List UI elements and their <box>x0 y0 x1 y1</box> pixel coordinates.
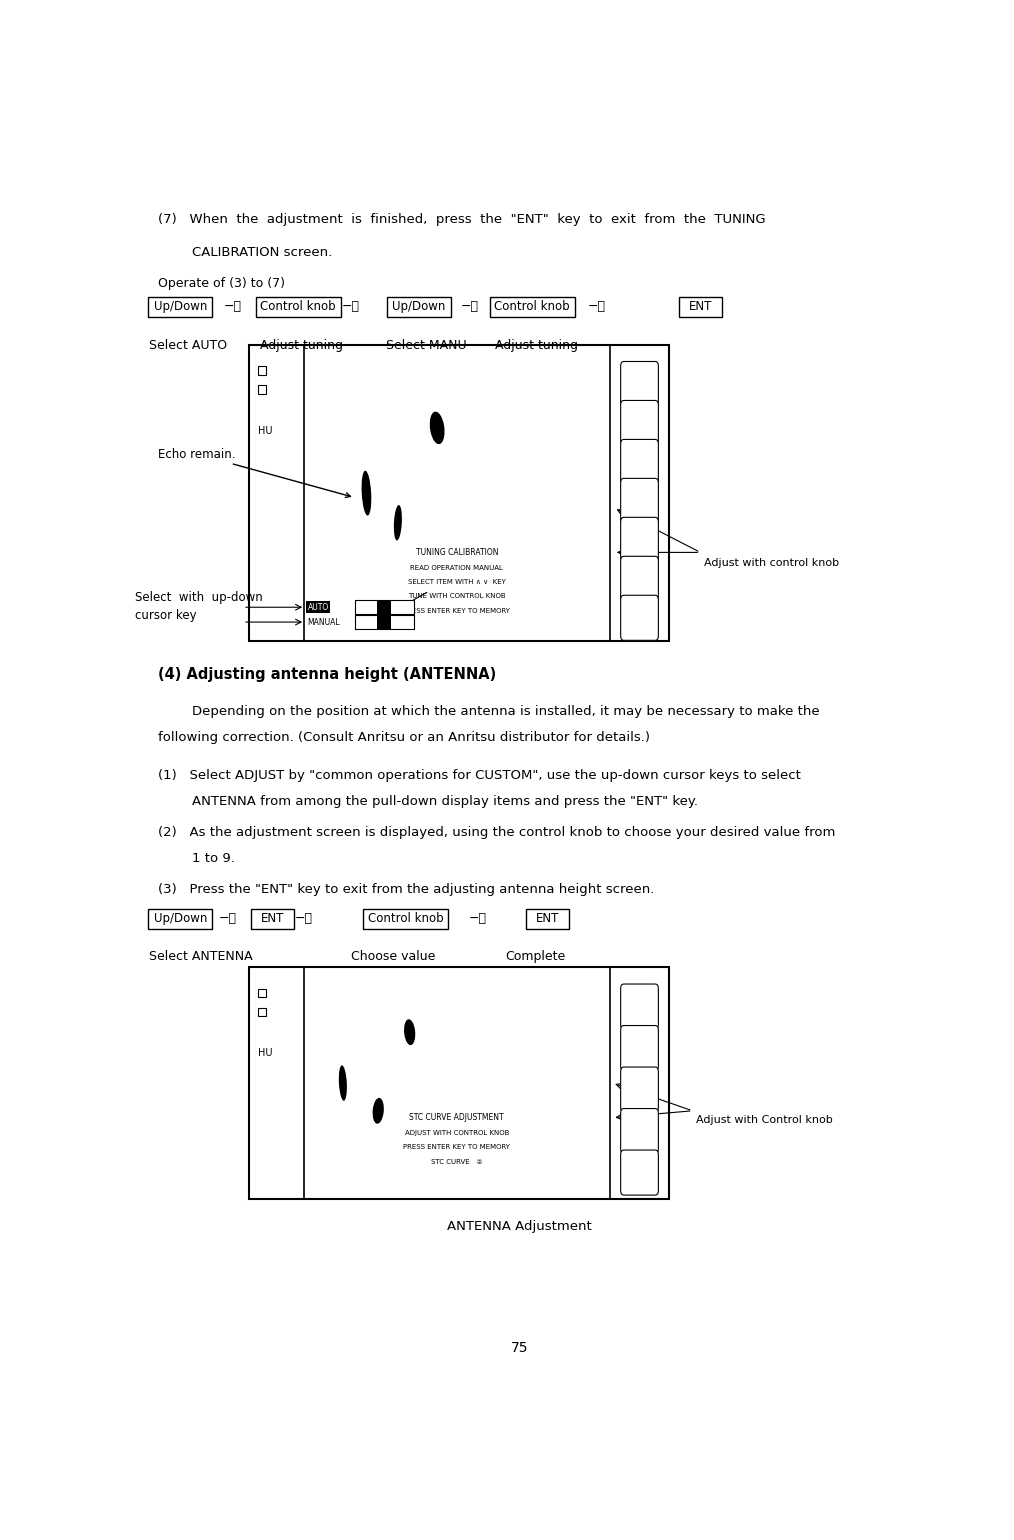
Bar <box>258 385 266 394</box>
FancyBboxPatch shape <box>621 1109 658 1153</box>
Text: Control knob: Control knob <box>261 300 336 314</box>
Text: Depending on the position at which the antenna is installed, it may be necessary: Depending on the position at which the a… <box>158 705 819 718</box>
Text: TUNE WITH CONTROL KNOB: TUNE WITH CONTROL KNOB <box>408 593 506 599</box>
Text: ENT: ENT <box>535 912 559 926</box>
Text: Select  with  up-down
cursor key: Select with up-down cursor key <box>135 591 263 622</box>
Bar <box>248 345 669 641</box>
Text: −＞: −＞ <box>218 912 236 926</box>
Bar <box>258 989 266 996</box>
Text: −＞: −＞ <box>224 300 242 314</box>
Text: READ OPERATION MANUAL: READ OPERATION MANUAL <box>411 565 503 571</box>
Bar <box>490 297 575 317</box>
Ellipse shape <box>393 505 402 541</box>
Text: Select AUTO: Select AUTO <box>149 339 227 353</box>
Bar <box>377 601 391 614</box>
FancyBboxPatch shape <box>621 1067 658 1112</box>
Text: Adjust tuning: Adjust tuning <box>495 339 578 353</box>
FancyBboxPatch shape <box>621 400 658 445</box>
Text: ANTENNA Adjustment: ANTENNA Adjustment <box>447 1220 592 1234</box>
Text: TUNING CALIBRATION: TUNING CALIBRATION <box>416 548 498 557</box>
Ellipse shape <box>430 411 444 444</box>
FancyBboxPatch shape <box>621 984 658 1029</box>
Text: Up/Down: Up/Down <box>153 300 207 314</box>
Text: Choose value: Choose value <box>351 950 435 962</box>
Bar <box>363 909 448 929</box>
Bar <box>148 297 212 317</box>
Bar <box>377 614 391 630</box>
Text: Up/Down: Up/Down <box>153 912 207 926</box>
Text: PRESS ENTER KEY TO MEMORY: PRESS ENTER KEY TO MEMORY <box>404 1144 510 1150</box>
Text: ENT: ENT <box>689 300 712 314</box>
Ellipse shape <box>362 471 371 516</box>
Text: (1)   Select ADJUST by "common operations for CUSTOM", use the up-down cursor ke: (1) Select ADJUST by "common operations … <box>158 770 801 782</box>
Text: −＞: −＞ <box>294 912 312 926</box>
Text: −＞: −＞ <box>461 300 480 314</box>
Text: Select MANU: Select MANU <box>386 339 466 353</box>
FancyBboxPatch shape <box>621 1150 658 1195</box>
Text: (2)   As the adjustment screen is displayed, using the control knob to choose yo: (2) As the adjustment screen is displaye… <box>158 827 836 839</box>
FancyBboxPatch shape <box>621 596 658 641</box>
Text: (7)   When  the  adjustment  is  finished,  press  the  "ENT"  key  to  exit  fr: (7) When the adjustment is finished, pre… <box>158 213 766 226</box>
Text: CALIBRATION screen.: CALIBRATION screen. <box>158 246 333 259</box>
FancyBboxPatch shape <box>621 517 658 562</box>
Text: 1 to 9.: 1 to 9. <box>158 853 235 865</box>
Text: Complete: Complete <box>506 950 566 962</box>
Text: Operate of (3) to (7): Operate of (3) to (7) <box>158 277 285 291</box>
Text: SELECT ITEM WITH ∧ ∨  KEY: SELECT ITEM WITH ∧ ∨ KEY <box>408 579 506 585</box>
Text: AUTO: AUTO <box>307 602 329 611</box>
Ellipse shape <box>339 1066 347 1101</box>
Text: PRESS ENTER KEY TO MEMORY: PRESS ENTER KEY TO MEMORY <box>404 607 510 613</box>
Ellipse shape <box>372 1098 384 1124</box>
Text: ANTENNA from among the pull-down display items and press the "ENT" key.: ANTENNA from among the pull-down display… <box>158 796 699 809</box>
Text: Echo remain.: Echo remain. <box>158 448 351 497</box>
Text: ADJUST WITH CONTROL KNOB: ADJUST WITH CONTROL KNOB <box>405 1130 509 1137</box>
Text: MANUAL: MANUAL <box>307 618 340 627</box>
Ellipse shape <box>404 1019 416 1046</box>
Bar <box>387 297 451 317</box>
Text: ENT: ENT <box>261 912 284 926</box>
Bar <box>248 967 669 1198</box>
FancyBboxPatch shape <box>621 1026 658 1070</box>
FancyBboxPatch shape <box>621 479 658 524</box>
Bar <box>258 367 266 374</box>
Bar <box>355 614 414 630</box>
Text: −＞: −＞ <box>588 300 605 314</box>
Text: Adjust with Control knob: Adjust with Control knob <box>697 1115 834 1126</box>
FancyBboxPatch shape <box>621 556 658 601</box>
Text: Adjust with control knob: Adjust with control knob <box>705 559 840 568</box>
Text: HU: HU <box>258 1049 273 1058</box>
Bar <box>250 909 294 929</box>
FancyBboxPatch shape <box>621 362 658 407</box>
Text: STC CURVE   ②: STC CURVE ② <box>431 1158 483 1164</box>
Bar <box>148 909 212 929</box>
Text: (4) Adjusting antenna height (ANTENNA): (4) Adjusting antenna height (ANTENNA) <box>158 667 497 682</box>
Bar <box>525 909 569 929</box>
Bar <box>256 297 341 317</box>
Text: −＞: −＞ <box>342 300 360 314</box>
Bar <box>258 1007 266 1016</box>
FancyBboxPatch shape <box>621 439 658 485</box>
Text: 75: 75 <box>511 1341 528 1355</box>
Text: Adjust tuning: Adjust tuning <box>261 339 344 353</box>
Text: HU: HU <box>258 425 273 436</box>
Text: −＞: −＞ <box>469 912 487 926</box>
Text: Up/Down: Up/Down <box>392 300 446 314</box>
Text: (3)   Press the "ENT" key to exit from the adjusting antenna height screen.: (3) Press the "ENT" key to exit from the… <box>158 884 655 896</box>
Text: following correction. (Consult Anritsu or an Anritsu distributor for details.): following correction. (Consult Anritsu o… <box>158 732 650 744</box>
Text: Control knob: Control knob <box>368 912 443 926</box>
Text: Control knob: Control knob <box>495 300 570 314</box>
Text: Select ANTENNA: Select ANTENNA <box>149 950 252 962</box>
Bar <box>678 297 722 317</box>
Bar <box>355 601 414 614</box>
Text: STC CURVE ADJUSTMENT: STC CURVE ADJUSTMENT <box>410 1113 504 1123</box>
